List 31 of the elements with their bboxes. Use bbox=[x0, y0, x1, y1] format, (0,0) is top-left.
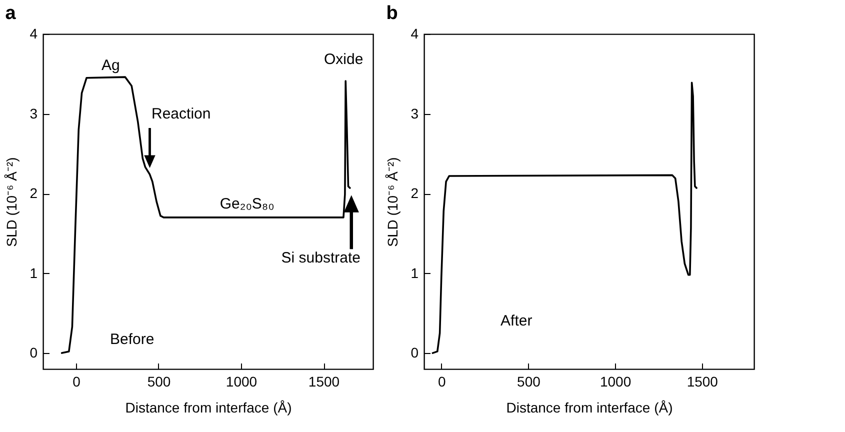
y-tick-label: 4 bbox=[410, 26, 419, 42]
x-tick-label: 1000 bbox=[600, 374, 632, 390]
annotation: Ag bbox=[101, 57, 120, 74]
y-tick-label: 0 bbox=[410, 344, 419, 361]
annotation: After bbox=[500, 312, 532, 330]
annotation: Oxide bbox=[324, 51, 364, 68]
x-tick-label: 1000 bbox=[226, 374, 258, 390]
x-tick-label: 1500 bbox=[686, 374, 718, 390]
y-axis-title: SLD (10⁻⁶ Å⁻²) bbox=[384, 157, 401, 247]
y-tick-label: 2 bbox=[410, 185, 419, 202]
x-tick-label: 1500 bbox=[308, 374, 340, 390]
x-tick-label: 500 bbox=[517, 374, 541, 390]
y-tick-label: 3 bbox=[30, 105, 38, 122]
y-tick-label: 0 bbox=[30, 344, 38, 361]
x-tick-label: 0 bbox=[72, 374, 81, 390]
x-axis-title: Distance from interface (Å) bbox=[125, 400, 292, 416]
annotation: Si substrate bbox=[281, 249, 360, 266]
annotation: Before bbox=[110, 330, 154, 348]
y-tick-label: 2 bbox=[30, 185, 38, 202]
annotation: Reaction bbox=[152, 106, 211, 123]
x-axis-title: Distance from interface (Å) bbox=[506, 400, 673, 416]
x-tick-label: 0 bbox=[438, 374, 446, 390]
y-tick-label: 1 bbox=[30, 264, 38, 281]
y-tick-label: 4 bbox=[30, 26, 38, 42]
y-axis-title: SLD (10⁻⁶ Å⁻²) bbox=[4, 157, 20, 247]
x-tick-label: 500 bbox=[147, 374, 171, 390]
chart-title: b bbox=[386, 3, 398, 24]
chart-title: a bbox=[5, 3, 16, 24]
y-tick-label: 1 bbox=[410, 264, 419, 281]
annotation: Ge₂₀S₈₀ bbox=[220, 195, 274, 212]
y-tick-label: 3 bbox=[410, 105, 419, 122]
